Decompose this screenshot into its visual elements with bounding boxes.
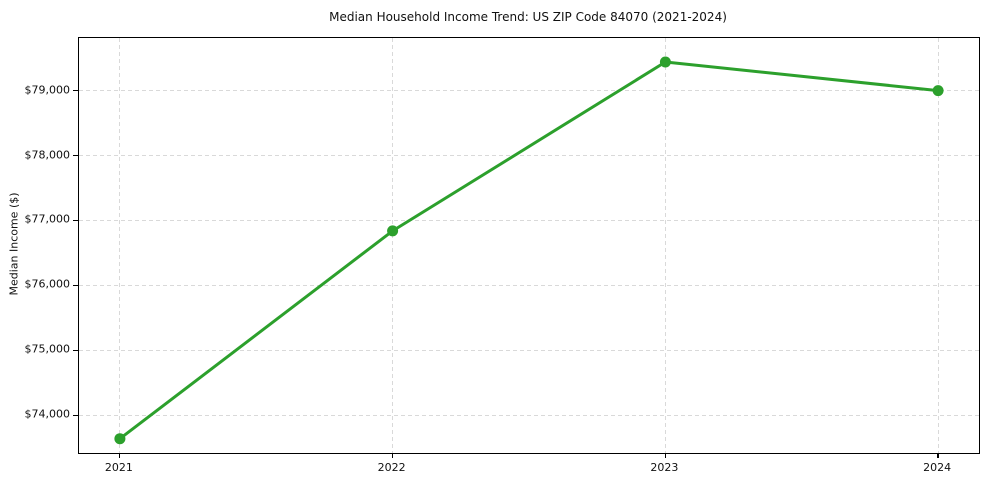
y-tick-mark: [73, 219, 78, 222]
data-point-marker: [387, 225, 399, 237]
data-point-marker: [114, 433, 126, 445]
chart-title: Median Household Income Trend: US ZIP Co…: [329, 10, 727, 24]
x-tick-mark: [119, 453, 121, 458]
series-line: [118, 60, 940, 441]
y-tick-label: $74,000: [24, 407, 71, 421]
x-tick-label: 2024: [923, 461, 952, 474]
x-tick-mark: [664, 453, 666, 458]
y-tick-label: $78,000: [24, 148, 71, 162]
x-tick-label: 2022: [377, 461, 406, 474]
x-tick-mark: [392, 453, 394, 458]
y-tick-label: $75,000: [24, 342, 71, 356]
y-tick-label: $77,000: [24, 212, 71, 226]
x-tick-label: 2023: [650, 461, 679, 474]
y-tick-mark: [73, 90, 78, 92]
y-axis-label: Median Income ($): [7, 192, 21, 296]
y-tick-label: $79,000: [24, 83, 71, 97]
data-point-marker: [932, 85, 944, 97]
y-tick-mark: [73, 154, 78, 157]
y-tick-mark: [73, 284, 78, 287]
y-tick-mark: [73, 414, 78, 416]
income-line-series: [114, 56, 944, 445]
data-point-marker: [659, 56, 671, 68]
plot-area: [73, 37, 980, 458]
y-tick-label: $76,000: [24, 277, 71, 291]
x-tick-label: 2021: [104, 461, 133, 474]
x-tick-mark: [937, 453, 939, 458]
y-tick-mark: [73, 349, 78, 351]
